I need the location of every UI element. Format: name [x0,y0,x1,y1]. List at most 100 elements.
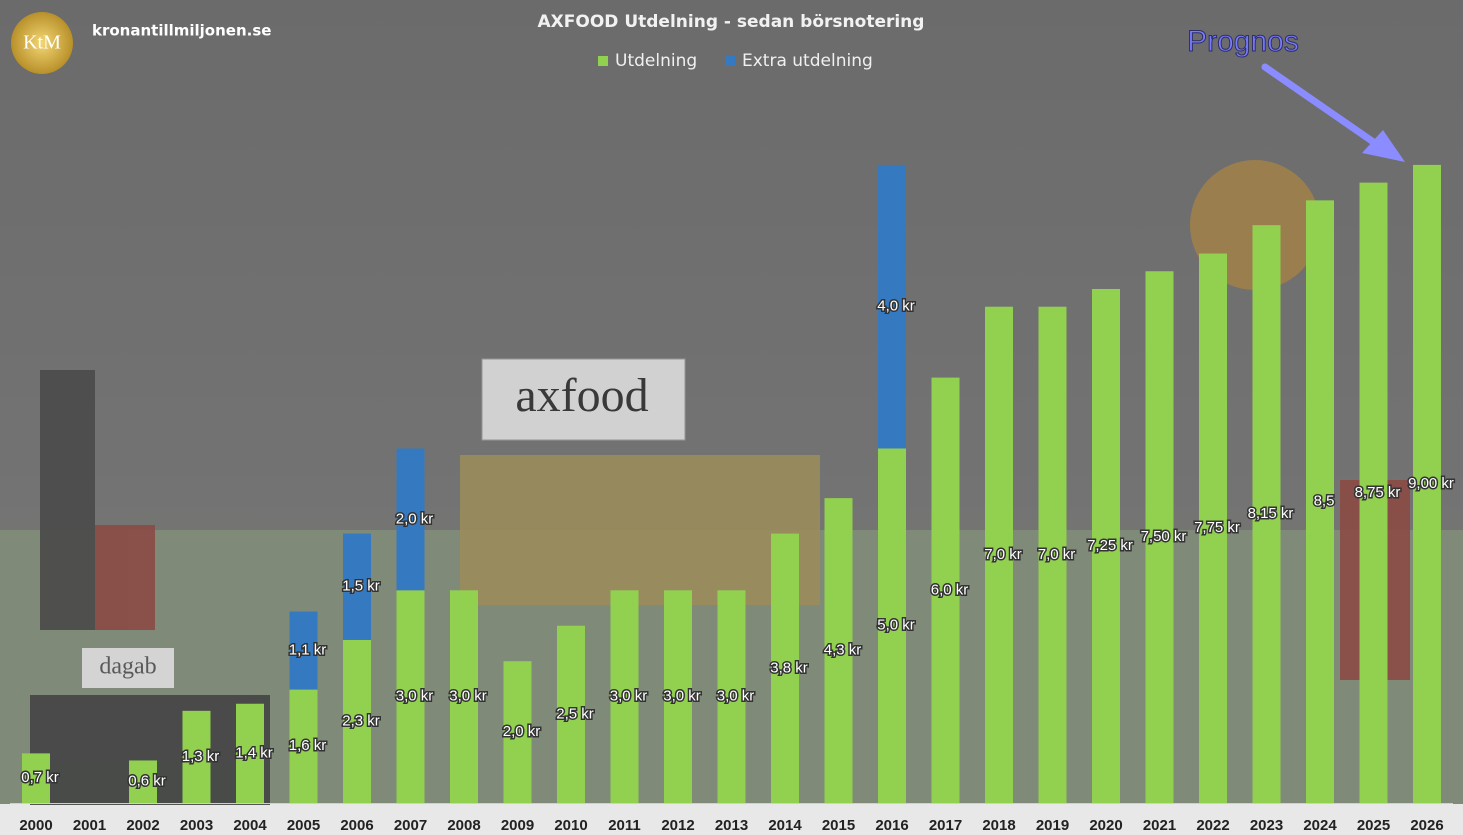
x-tick-label: 2005 [287,817,320,834]
value-label: 8,5 [1314,493,1335,510]
legend-swatch [725,56,735,66]
value-label: 1,3 kr [182,748,220,765]
x-tick-label: 2024 [1303,817,1337,834]
bar-segment [771,533,799,803]
x-tick-label: 2023 [1250,817,1283,834]
x-tick-label: 2002 [126,817,159,834]
value-label: 7,50 kr [1141,528,1187,545]
value-label: 1,6 kr [289,737,327,754]
bar-segment [396,448,425,591]
bar-segment [343,639,371,803]
bar-segment [1092,288,1120,804]
value-label: 3,0 kr [717,688,755,705]
value-label: 1,5 kr [342,578,380,595]
bar-segment [1145,271,1174,803]
x-tick-label: 2022 [1196,817,1229,834]
value-label: 2,3 kr [342,712,380,729]
x-tick-label: 2026 [1410,817,1443,834]
bar-segment [182,710,211,803]
value-label: 1,1 kr [289,642,327,659]
brand: kronantillmiljonen.se [92,22,271,40]
annotation: Prognos [1187,25,1299,58]
value-label: 2,5 kr [556,705,594,722]
value-label: 3,0 kr [663,688,701,705]
x-tick-label: 2014 [768,817,802,834]
x-tick-label: 2025 [1357,817,1390,834]
bar-segment [236,703,264,803]
x-tick-label: 2018 [982,817,1015,834]
value-label: 4,3 kr [824,642,862,659]
value-label: 8,15 kr [1248,505,1294,522]
value-label: 7,0 kr [1038,546,1076,563]
x-tick-label: 2000 [19,817,52,834]
value-label: 3,0 kr [449,688,487,705]
x-tick-label: 2007 [394,817,427,834]
x-tick-label: 2015 [822,817,855,834]
x-tick-label: 2011 [608,817,641,834]
x-tick-label: 2009 [501,817,534,834]
bar-segment [878,448,906,803]
x-tick-label: 2004 [233,817,267,834]
x-tick-label: 2017 [929,817,962,834]
value-label: 3,8 kr [770,659,808,676]
bar-segment [1359,182,1388,803]
bar-segment [129,760,157,803]
bar-segment [1038,306,1067,803]
chart-title: AXFOOD Utdelning - sedan börsnotering [538,12,925,32]
value-label: 5,0 kr [877,617,915,634]
x-tick-label: 2001 [73,817,106,834]
bar-segment [717,590,746,803]
value-label: 0,6 kr [128,773,166,790]
bar-segment [343,533,371,640]
value-label: 2,0 kr [396,510,434,527]
bar-segment [931,377,960,803]
bar-segment [289,689,318,803]
bar-segment [1199,253,1227,803]
bar-segment [557,625,585,803]
legend-label: Extra utdelning [742,51,873,71]
bar-segment [289,611,318,690]
value-label: 9,00 kr [1408,475,1454,492]
value-label: 3,0 kr [610,688,648,705]
bar-segment [1252,225,1281,804]
value-label: 1,4 kr [235,744,273,761]
x-tick-label: 2010 [554,817,587,834]
value-label: 7,75 kr [1194,519,1240,536]
annotation-arrow [1261,63,1389,154]
bar-segment [450,590,478,803]
bar-segment [396,590,425,803]
x-tick-label: 2013 [715,817,748,834]
bar-segment [22,753,50,803]
annotation-arrowhead [1362,130,1405,162]
logo [11,12,73,74]
x-tick-label: 2019 [1036,817,1069,834]
legend-label: Utdelning [615,51,697,71]
value-label: 6,0 kr [931,581,969,598]
bar-segment [824,498,853,803]
bar-segment [878,164,906,449]
value-label: 3,0 kr [396,688,434,705]
x-tick-label: 2006 [340,817,373,834]
value-label: 0,7 kr [21,769,59,786]
x-tick-label: 2020 [1089,817,1122,834]
bar-segment [1413,164,1441,803]
bar-segment [664,590,692,803]
background-label: axfood [515,369,648,422]
bar-segment [610,590,639,803]
bar-segment [503,661,532,803]
logo-text: KtM [23,32,61,54]
bar-segment [985,306,1013,803]
value-label: 7,0 kr [984,546,1022,563]
legend-swatch [598,56,608,66]
value-label: 4,0 kr [877,298,915,315]
value-label: 8,75 kr [1355,484,1401,501]
value-label: 7,25 kr [1087,537,1133,554]
x-tick-label: 2008 [447,817,480,834]
x-tick-label: 2003 [180,817,213,834]
value-label: 2,0 kr [503,723,541,740]
bar-segment [1306,200,1334,804]
x-tick-label: 2012 [661,817,694,834]
x-tick-label: 2021 [1143,817,1176,834]
x-tick-label: 2016 [875,817,908,834]
